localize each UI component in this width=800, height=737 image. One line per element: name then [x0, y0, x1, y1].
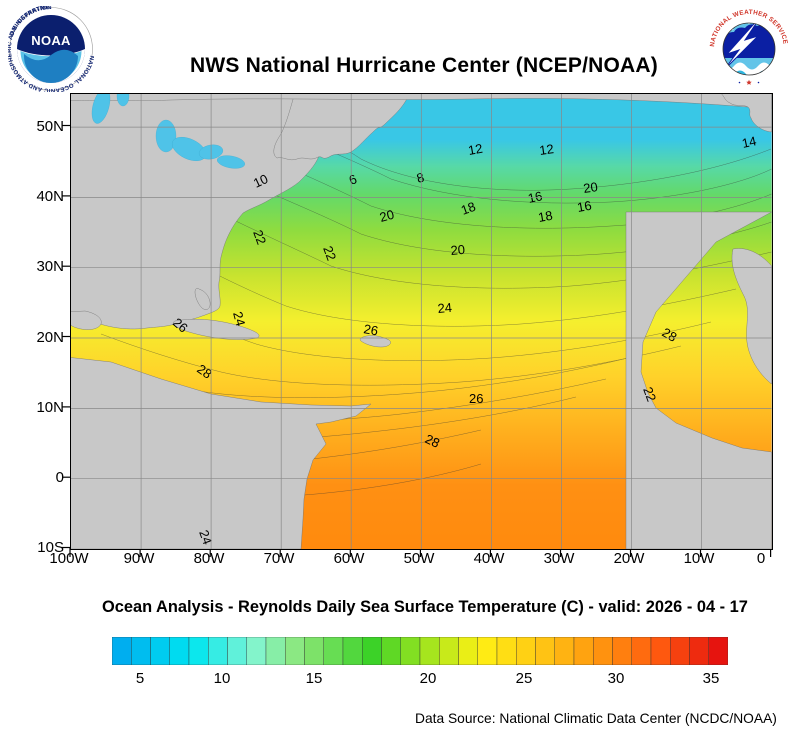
svg-text:16: 16 — [576, 197, 593, 214]
svg-text:12: 12 — [538, 141, 554, 158]
svg-text:12: 12 — [467, 140, 484, 157]
svg-text:24: 24 — [437, 299, 453, 315]
svg-text:20: 20 — [450, 241, 466, 257]
svg-text:18: 18 — [537, 207, 554, 224]
svg-text:20: 20 — [582, 179, 598, 196]
svg-text:26: 26 — [362, 321, 379, 338]
svg-text:14: 14 — [740, 133, 757, 151]
svg-text:26: 26 — [469, 390, 483, 405]
